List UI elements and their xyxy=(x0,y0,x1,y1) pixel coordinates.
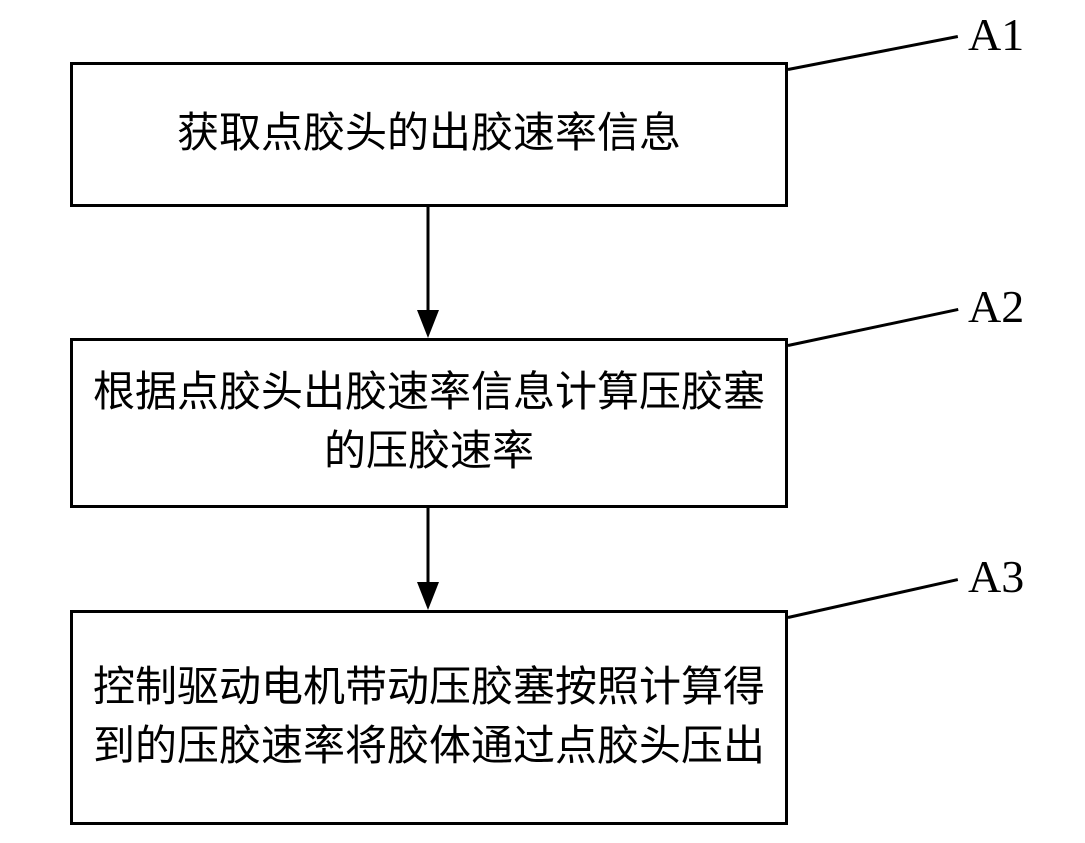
label-a2: A2 xyxy=(968,280,1024,333)
step-text-2: 根据点胶头出胶速率信息计算压胶塞的压胶速率 xyxy=(93,364,765,482)
callout-line-2 xyxy=(788,308,959,347)
flowchart-canvas: 获取点胶头的出胶速率信息 根据点胶头出胶速率信息计算压胶塞的压胶速率 控制驱动电… xyxy=(0,0,1085,843)
step-text-1: 获取点胶头的出胶速率信息 xyxy=(177,105,681,164)
arrow-1 xyxy=(417,207,439,338)
callout-line-1 xyxy=(788,35,959,71)
callout-line-3 xyxy=(788,578,959,619)
label-a1: A1 xyxy=(968,8,1024,61)
step-box-3: 控制驱动电机带动压胶塞按照计算得到的压胶速率将胶体通过点胶头压出 xyxy=(70,610,788,825)
step-box-2: 根据点胶头出胶速率信息计算压胶塞的压胶速率 xyxy=(70,338,788,508)
step-text-3: 控制驱动电机带动压胶塞按照计算得到的压胶速率将胶体通过点胶头压出 xyxy=(93,659,765,777)
label-a3: A3 xyxy=(968,550,1024,603)
arrow-2 xyxy=(417,508,439,610)
step-box-1: 获取点胶头的出胶速率信息 xyxy=(70,62,788,207)
